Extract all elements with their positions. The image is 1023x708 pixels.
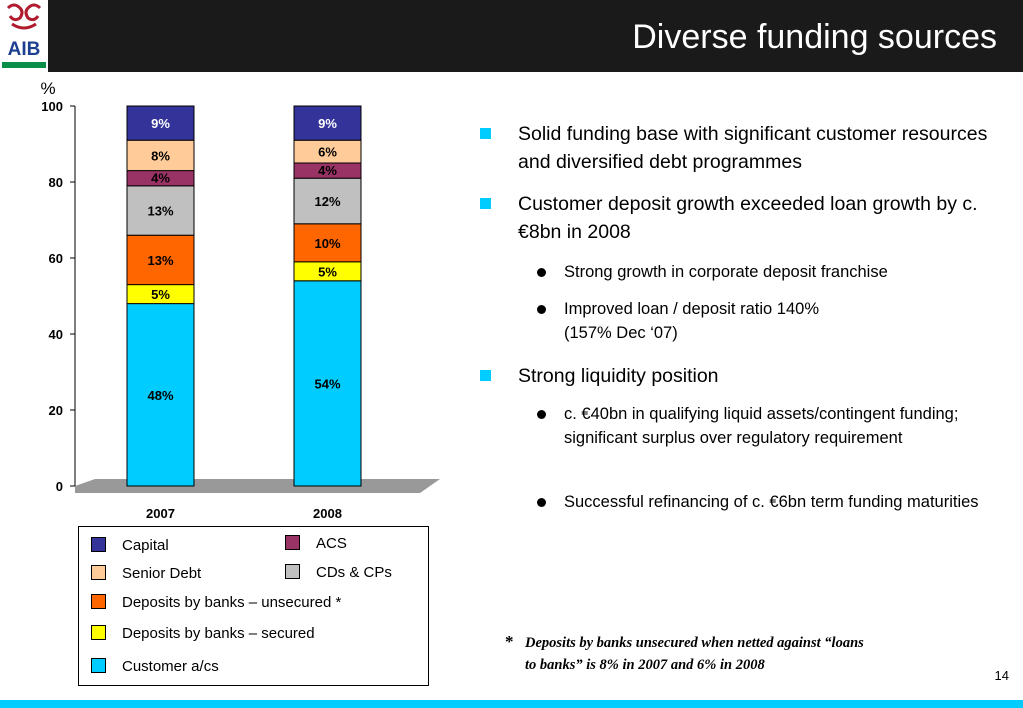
x-tick-label: 2007 — [146, 506, 175, 521]
legend-label: Capital — [122, 537, 169, 554]
bar-segment — [293, 177, 362, 225]
bar-segment — [126, 234, 195, 286]
data-label: 9% — [151, 116, 170, 131]
legend-label: Deposits by banks – unsecured * — [122, 594, 342, 611]
legend-item: ACS — [285, 535, 347, 552]
y-tick-label: 20 — [49, 403, 63, 418]
square-bullet-icon — [480, 370, 491, 381]
bar-segment — [293, 223, 362, 263]
square-bullet-icon — [480, 198, 491, 209]
data-label: 9% — [318, 116, 337, 131]
legend-label: Deposits by banks – secured — [122, 625, 315, 642]
round-bullet-icon — [537, 268, 546, 277]
data-label: 54% — [314, 376, 340, 391]
logo-icon: AIB — [2, 3, 46, 68]
y-tick-label: 100 — [41, 99, 63, 114]
y-tick-label: 80 — [49, 175, 63, 190]
legend-item: Senior Debt — [91, 565, 201, 582]
data-label: 5% — [318, 264, 337, 279]
page-title: Diverse funding sources — [632, 18, 997, 56]
legend-label: CDs & CPs — [316, 564, 392, 581]
legend-label: ACS — [316, 535, 347, 552]
legend-item: Capital — [91, 537, 169, 554]
data-label: 6% — [318, 145, 337, 160]
legend-swatch — [91, 625, 106, 640]
footnote-line-1: Deposits by banks unsecured when netted … — [525, 635, 864, 651]
round-bullet-icon — [537, 305, 546, 314]
legend-swatch — [91, 658, 106, 673]
bottom-accent-bar — [0, 700, 1023, 708]
data-label: 12% — [314, 194, 340, 209]
bar-segment — [293, 280, 362, 487]
bar-segment — [126, 139, 195, 172]
legend-swatch — [91, 537, 106, 552]
legend-item: Deposits by banks – secured — [91, 625, 315, 642]
stacked-bar-chart: 0 20 40 60 80 100% 48% 5% 13% 13% 4% 8% 9% 2007 54% 5% 1… — [40, 79, 440, 521]
aib-logo: AIB — [0, 0, 48, 72]
x-tick-label: 2008 — [313, 506, 342, 521]
bar-segment — [126, 185, 195, 236]
data-label: 5% — [151, 287, 170, 302]
data-label: 4% — [151, 171, 170, 186]
round-bullet-icon — [537, 498, 546, 507]
legend-label: Customer a/cs — [122, 658, 219, 675]
header-bar: AIB Diverse funding sources — [0, 0, 1023, 72]
data-label: 8% — [151, 148, 170, 163]
legend-item: Customer a/cs — [91, 658, 219, 675]
bar-segment — [126, 105, 195, 141]
y-tick-label: 60 — [49, 251, 63, 266]
round-bullet-icon — [537, 410, 546, 419]
legend-swatch — [285, 535, 300, 550]
data-label: 13% — [147, 204, 173, 219]
legend-item: Deposits by banks – unsecured * — [91, 594, 341, 611]
legend-swatch — [91, 594, 106, 609]
bar-segment — [293, 105, 362, 141]
y-axis-label: % — [40, 79, 55, 98]
data-label: 10% — [314, 236, 340, 251]
footnote-marker: * — [505, 632, 514, 651]
chart-legend: Capital ACS Senior Debt CDs & CPs Deposits b… — [78, 526, 429, 686]
logo-text: AIB — [8, 39, 41, 60]
data-label: 48% — [147, 388, 173, 403]
legend-label: Senior Debt — [122, 565, 202, 582]
square-bullet-icon — [480, 128, 491, 139]
data-label: 4% — [318, 163, 337, 178]
legend-item: CDs & CPs — [285, 564, 392, 581]
footnote-line-2: to banks” is 8% in 2007 and 6% in 2008 — [525, 657, 765, 673]
page-number: 14 — [994, 668, 1009, 683]
y-tick-label: 40 — [49, 327, 63, 342]
legend-swatch — [91, 565, 106, 580]
legend-swatch — [285, 564, 300, 579]
data-label: 13% — [147, 253, 173, 268]
y-tick-label: 0 — [56, 479, 63, 494]
